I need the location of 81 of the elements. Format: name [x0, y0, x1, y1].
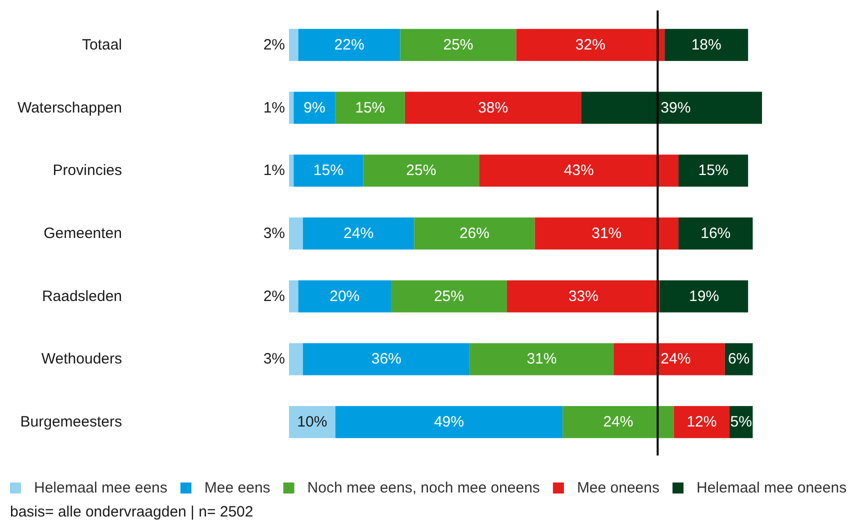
data-label: 24% [660, 350, 691, 368]
bar [674, 406, 730, 438]
bar [289, 217, 303, 250]
data-label: 1% [263, 99, 285, 116]
bar [562, 406, 674, 438]
data-label: 33% [568, 288, 598, 305]
bar [581, 92, 762, 124]
bar [414, 217, 535, 250]
y-tick-label: Wethouders [41, 350, 122, 368]
data-label: 31% [592, 225, 622, 242]
bar [289, 280, 298, 312]
data-label: 19% [689, 288, 720, 305]
data-label: 10% [297, 414, 328, 431]
y-tick-label: Totaal [82, 36, 122, 54]
data-label: 3% [263, 225, 285, 242]
bar [506, 280, 660, 312]
data-label: 20% [330, 288, 360, 305]
data-label: 31% [526, 350, 557, 368]
data-label: 9% [304, 99, 326, 116]
data-label: 49% [434, 414, 464, 431]
bar [335, 406, 563, 438]
y-tick-label: Waterschappen [17, 99, 122, 116]
bar [400, 28, 516, 61]
bar [479, 154, 679, 187]
data-label: 43% [564, 162, 594, 180]
data-label: 12% [686, 414, 717, 431]
bar [298, 28, 400, 61]
bar [289, 343, 303, 376]
legend-label: Helemaal mee eens [34, 480, 168, 496]
data-label: 24% [344, 225, 374, 242]
y-tick-label: Provincies [52, 162, 122, 180]
data-label: 5% [730, 414, 752, 431]
data-label: 1% [263, 162, 285, 180]
bar [404, 92, 582, 124]
bar [289, 28, 298, 61]
data-label: 25% [406, 162, 436, 180]
legend-label: Helemaal mee oneens [696, 480, 847, 496]
bar [614, 343, 725, 376]
bar [516, 28, 665, 61]
y-tick-label: Burgemeesters [20, 414, 122, 431]
data-label: 24% [603, 414, 634, 431]
y-tick-label: Raadsleden [42, 288, 122, 305]
bar [289, 92, 294, 124]
data-label: 15% [355, 99, 386, 116]
bar [289, 154, 294, 187]
bar [534, 217, 679, 250]
legend-label: Mee oneens [576, 480, 660, 496]
bar [678, 154, 748, 187]
data-label: 2% [263, 288, 285, 305]
data-label: 26% [459, 225, 490, 242]
bar [660, 280, 748, 312]
bar [294, 92, 336, 124]
data-label: 18% [691, 36, 722, 54]
data-label: 22% [334, 36, 364, 54]
data-label: 3% [263, 350, 285, 368]
bar [294, 154, 364, 187]
bar [335, 92, 405, 124]
data-label: 2% [263, 36, 285, 54]
bar [678, 217, 753, 250]
data-label: 16% [700, 225, 731, 242]
data-label: 38% [478, 99, 508, 116]
data-label: 25% [443, 36, 474, 54]
legend-label: Mee eens [204, 480, 270, 496]
data-label: 32% [575, 36, 606, 54]
data-label: 39% [660, 99, 691, 116]
data-label: 25% [434, 288, 464, 305]
bar [391, 280, 507, 312]
text: basis= alle ondervraagden | n= 2502 [10, 504, 254, 520]
legend-label: Noch mee eens, noch mee oneens [307, 480, 540, 496]
data-label: 6% [728, 350, 750, 368]
bar [363, 154, 480, 187]
data-label: 15% [698, 162, 728, 180]
bar [289, 406, 336, 438]
data-label: 36% [371, 350, 402, 368]
bar [664, 28, 748, 61]
data-label: 15% [313, 162, 344, 180]
bar [302, 343, 470, 376]
bar [470, 343, 614, 376]
y-tick-label: Gemeenten [44, 225, 122, 242]
bar [302, 217, 414, 250]
bar [298, 280, 392, 312]
